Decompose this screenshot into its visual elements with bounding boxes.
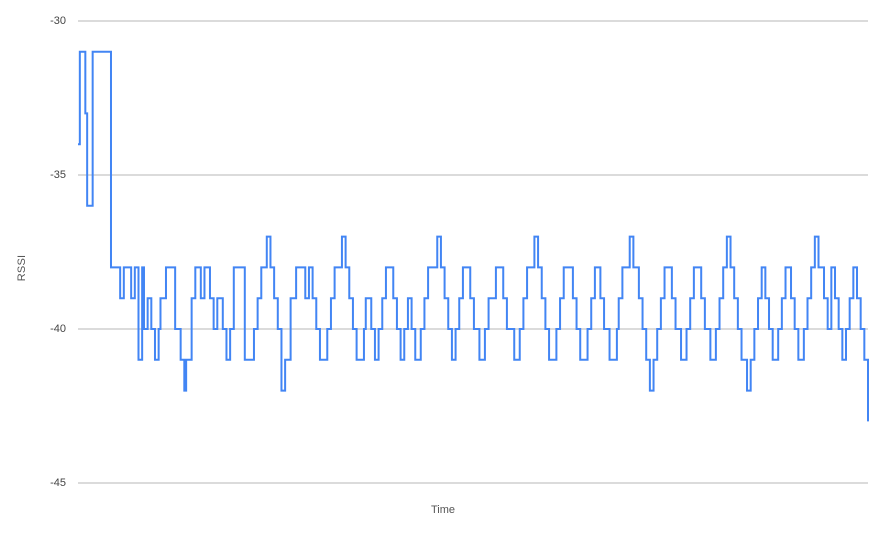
x-axis-title-text: Time (430, 504, 456, 516)
rssi-data-line (78, 50, 869, 422)
y-tick-label-1: -35 (50, 169, 66, 181)
y-tick-label-2: -40 (50, 323, 66, 335)
y-tick-label-0: -30 (50, 15, 66, 27)
y-tick-label-3: -45 (50, 477, 66, 489)
gridlines (78, 20, 868, 484)
x-axis-title: Time (0, 504, 886, 516)
y-axis-tick-labels: -30 -35 -40 -45 (0, 0, 72, 536)
